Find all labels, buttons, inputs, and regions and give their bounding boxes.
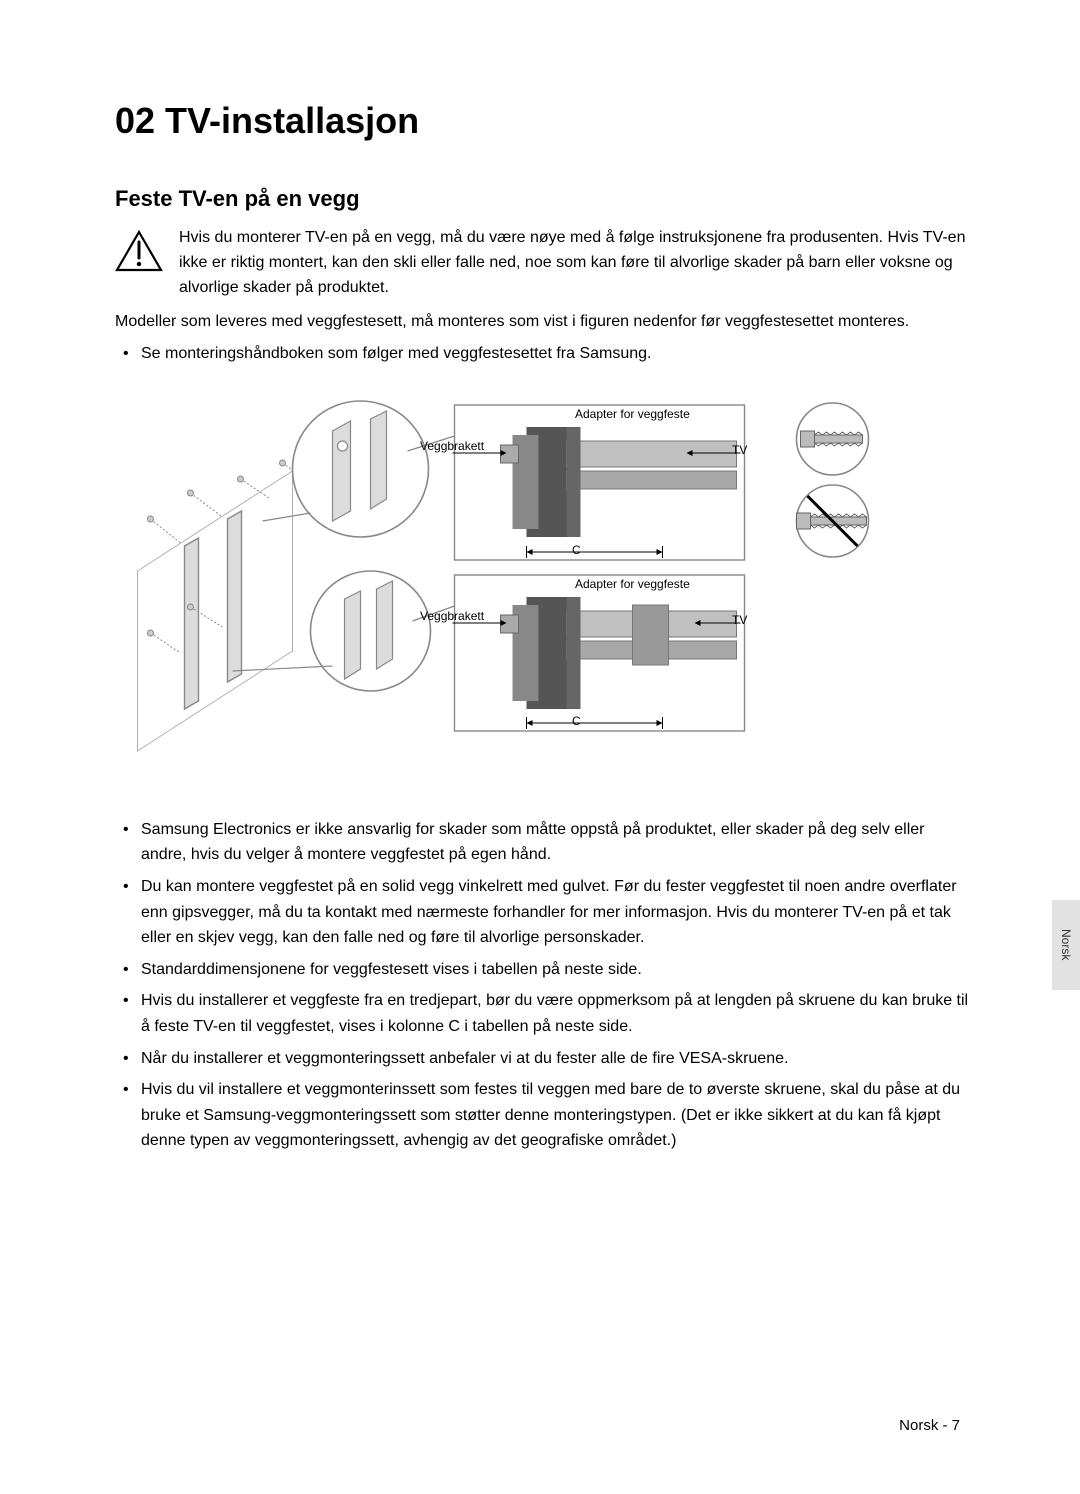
intro-text: Modeller som leveres med veggfestesett, … (115, 310, 970, 335)
list-item: Standarddimensjonene for veggfestesett v… (141, 957, 970, 983)
list-item: Hvis du vil installere et veggmonterinss… (141, 1077, 970, 1154)
list-item: Du kan montere veggfestet på en solid ve… (141, 874, 970, 951)
list-item: Når du installerer et veggmonteringssett… (141, 1046, 970, 1072)
side-tab-label: Norsk (1059, 929, 1073, 960)
list-item: Hvis du installerer et veggfeste fra en … (141, 988, 970, 1039)
page-number: Norsk - 7 (899, 1417, 960, 1434)
list-item: Se monteringshåndboken som følger med ve… (141, 341, 970, 367)
notes-list: Samsung Electronics er ikke ansvarlig fo… (115, 817, 970, 1154)
warning-block: Hvis du monterer TV-en på en vegg, må du… (115, 226, 970, 300)
language-side-tab: Norsk (1052, 900, 1080, 990)
section-heading: Feste TV-en på en vegg (115, 186, 970, 212)
warning-text: Hvis du monterer TV-en på en vegg, må du… (179, 226, 970, 300)
list-item: Samsung Electronics er ikke ansvarlig fo… (141, 817, 970, 868)
document-page: 02 TV-installasjon Feste TV-en på en veg… (0, 0, 1080, 1154)
installation-diagram: Adapter for veggfeste Veggbrakett TV C A… (115, 391, 970, 771)
intro-bullet-list: Se monteringshåndboken som følger med ve… (115, 341, 970, 367)
page-title: 02 TV-installasjon (115, 100, 970, 142)
warning-icon (115, 230, 163, 272)
